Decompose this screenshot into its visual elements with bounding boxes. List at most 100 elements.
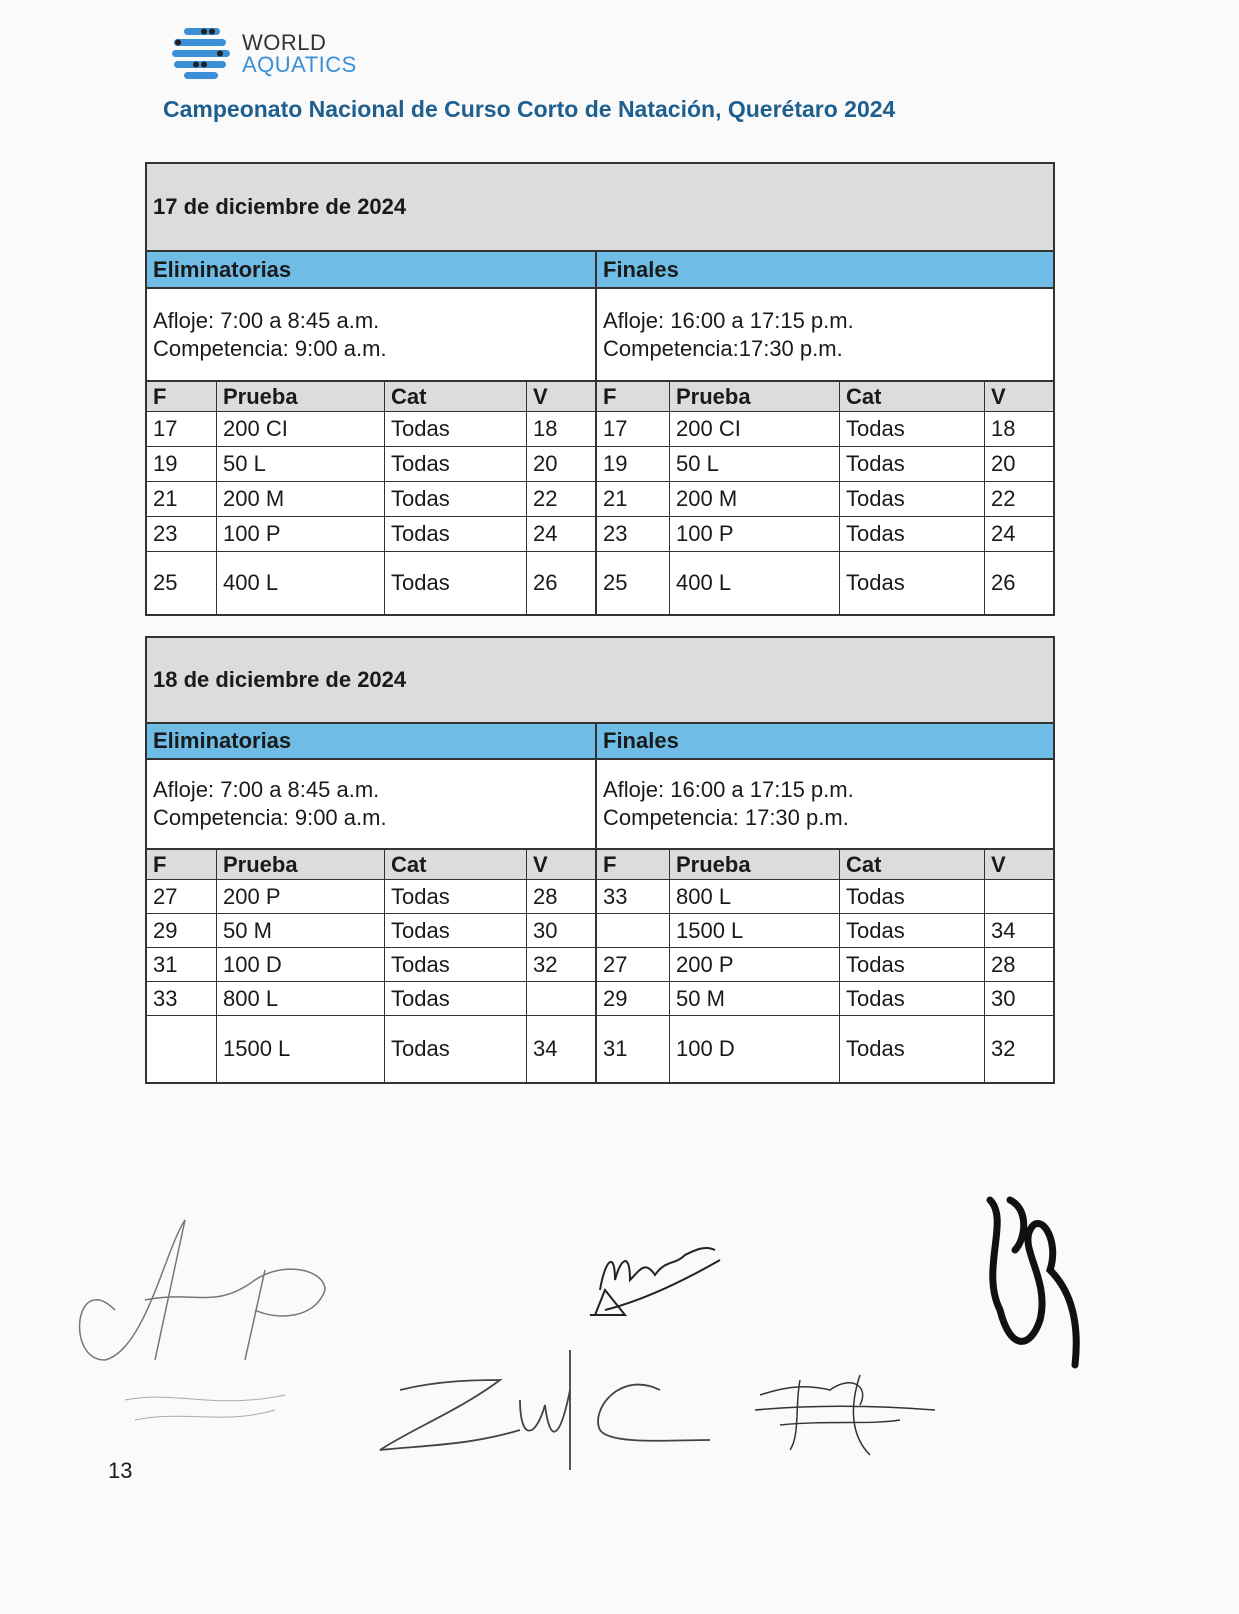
column-header-cat: Cat: [385, 382, 527, 412]
column-header-prueba: Prueba: [217, 850, 385, 880]
cell-finals-v: 24: [985, 517, 1053, 552]
cell-finals-prueba: 100 P: [670, 517, 840, 552]
schedule-table-day-2: 18 de diciembre de 2024 Eliminatorias Fi…: [145, 636, 1055, 1084]
cell-heats-f: 21: [147, 482, 217, 517]
logo-mark-icon: [172, 28, 230, 79]
cell-finals-prueba: 100 D: [670, 1016, 840, 1082]
cell-heats-v: 26: [527, 552, 597, 614]
cell-finals-v: 34: [985, 914, 1053, 948]
cell-finals-prueba: 800 L: [670, 880, 840, 914]
world-aquatics-logo: WORLD AQUATICS: [170, 26, 357, 82]
logo-line1: WORLD: [242, 30, 327, 55]
cell-finals-cat: Todas: [840, 517, 985, 552]
document-title: Campeonato Nacional de Curso Corto de Na…: [163, 96, 896, 122]
cell-finals-f: 33: [597, 880, 670, 914]
cell-heats-f: 17: [147, 412, 217, 447]
cell-heats-cat: Todas: [385, 880, 527, 914]
cell-finals-f: 17: [597, 412, 670, 447]
column-header-prueba: Prueba: [670, 850, 840, 880]
cell-heats-cat: Todas: [385, 552, 527, 614]
column-header-cat: Cat: [840, 382, 985, 412]
cell-finals-prueba: 50 M: [670, 982, 840, 1016]
cell-finals-v: 28: [985, 948, 1053, 982]
cell-finals-f: 27: [597, 948, 670, 982]
cell-heats-prueba: 200 M: [217, 482, 385, 517]
cell-heats-prueba: 100 P: [217, 517, 385, 552]
cell-heats-f: 29: [147, 914, 217, 948]
cell-heats-v: 32: [527, 948, 597, 982]
cell-finals-cat: Todas: [840, 914, 985, 948]
signature-2: [590, 1246, 721, 1316]
cell-heats-v: 24: [527, 517, 597, 552]
finals-competencia: Competencia: 17:30 p.m.: [603, 805, 849, 830]
cell-heats-f: 33: [147, 982, 217, 1016]
column-header-v: V: [985, 850, 1053, 880]
heats-times: Afloje: 7:00 a 8:45 a.m. Competencia: 9:0…: [147, 760, 597, 848]
column-header-v: V: [527, 382, 597, 412]
heats-afloje: Afloje: 7:00 a 8:45 a.m.: [153, 307, 380, 333]
column-header-v: V: [527, 850, 597, 880]
cell-heats-cat: Todas: [385, 982, 527, 1016]
column-header-v: V: [985, 382, 1053, 412]
cell-finals-prueba: 50 L: [670, 447, 840, 482]
cell-finals-v: 30: [985, 982, 1053, 1016]
finals-afloje: Afloje: 16:00 a 17:15 p.m.: [603, 307, 854, 333]
column-header-cat: Cat: [840, 850, 985, 880]
cell-finals-cat: Todas: [840, 482, 985, 517]
cell-finals-v: 26: [991, 570, 1016, 595]
cell-heats-cat: Todas: [385, 517, 527, 552]
cell-heats-prueba: 50 L: [217, 447, 385, 482]
cell-heats-cat: Todas: [385, 412, 527, 447]
cell-heats-cat: Todas: [385, 447, 527, 482]
cell-finals-f: 29: [597, 982, 670, 1016]
cell-heats-f: 27: [147, 880, 217, 914]
heats-label: Eliminatorias: [147, 252, 597, 287]
cell-heats-prueba: 200 P: [217, 880, 385, 914]
cell-finals-prueba: 1500 L: [670, 914, 840, 948]
cell-heats-cat: Todas: [385, 914, 527, 948]
finals-label: Finales: [603, 256, 679, 282]
cell-finals-prueba: 400 L: [670, 552, 840, 614]
cell-finals-f: 21: [597, 482, 670, 517]
cell-heats-v: 30: [527, 914, 597, 948]
table-date: 18 de diciembre de 2024: [147, 638, 1053, 724]
cell-finals-v: [985, 880, 1053, 914]
cell-finals-f: 25: [597, 552, 670, 614]
finals-times: Afloje: 16:00 a 17:15 p.m. Competencia: 1…: [597, 760, 1053, 848]
page-number: 13: [108, 1458, 133, 1483]
cell-heats-f: [147, 1016, 217, 1082]
cell-heats-cat: Todas: [385, 482, 527, 517]
cell-finals-v: 32: [991, 1036, 1016, 1061]
column-header-prueba: Prueba: [670, 382, 840, 412]
cell-finals-f: 19: [597, 447, 670, 482]
cell-heats-cat: Todas: [385, 1016, 527, 1082]
finals-label: Finales: [603, 728, 679, 753]
column-header-f: F: [147, 382, 217, 412]
cell-finals-v: 20: [985, 447, 1053, 482]
heats-competencia: Competencia: 9:00 a.m.: [153, 805, 387, 830]
cell-heats-prueba: 400 L: [217, 552, 385, 614]
cell-heats-v: 18: [527, 412, 597, 447]
heats-afloje: Afloje: 7:00 a 8:45 a.m.: [153, 777, 380, 802]
cell-finals-prueba: 200 P: [670, 948, 840, 982]
cell-finals-f: 23: [597, 517, 670, 552]
cell-heats-v: 22: [527, 482, 597, 517]
column-header-f: F: [147, 850, 217, 880]
cell-heats-v: 34: [527, 1016, 597, 1082]
cell-finals-cat: Todas: [840, 412, 985, 447]
finals-competencia: Competencia:17:30 p.m.: [603, 335, 843, 361]
signature-1: [78, 1219, 326, 1421]
cell-finals-cat: Todas: [840, 948, 985, 982]
cell-heats-prueba: 50 M: [217, 914, 385, 948]
cell-finals-cat: Todas: [840, 1016, 985, 1082]
heats-label: Eliminatorias: [147, 724, 597, 758]
cell-finals-v: 22: [985, 482, 1053, 517]
finals-afloje: Afloje: 16:00 a 17:15 p.m.: [603, 777, 854, 802]
cell-heats-v: [527, 982, 597, 1016]
cell-heats-prueba: 100 D: [217, 948, 385, 982]
cell-finals-cat: Todas: [840, 982, 985, 1016]
signature-3: [986, 1196, 1080, 1369]
column-header-f: F: [597, 382, 670, 412]
cell-finals-f: [597, 914, 670, 948]
cell-finals-cat: Todas: [840, 552, 985, 614]
